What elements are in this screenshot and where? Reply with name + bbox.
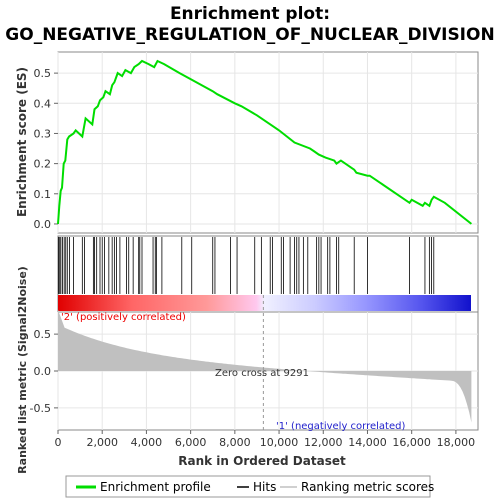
negative-correlation-label: '1' (negatively correlated) (276, 421, 405, 432)
x-tick-label: 14,000 (348, 436, 387, 449)
chart-title-line1: Enrichment plot: (170, 4, 330, 24)
es-tick-label: 0.5 (34, 67, 52, 80)
es-tick-label: 0.3 (34, 127, 52, 140)
metric-y-ticks: 0.5 0.0 -0.5 (30, 328, 58, 415)
positive-correlation-label: '2' (positively correlated) (61, 312, 186, 323)
es-tick-label: 0.2 (34, 158, 52, 171)
x-tick-label: 2,000 (86, 436, 118, 449)
es-y-axis-label: Enrichment score (ES) (15, 67, 29, 217)
legend: Enrichment profile Hits Ranking metric s… (65, 475, 434, 498)
es-y-ticks: 0.0 0.1 0.2 0.3 0.4 0.5 (34, 67, 58, 231)
metric-tick-label: -0.5 (30, 402, 51, 415)
x-tick-label: 18,000 (437, 436, 476, 449)
x-tick-label: 8,000 (219, 436, 251, 449)
ranked-list-color-bar (58, 295, 471, 311)
es-gridlines (57, 52, 478, 233)
metric-tick-label: 0.0 (34, 365, 52, 378)
x-axis-label: Rank in Ordered Dataset (178, 454, 346, 468)
zero-cross-label: Zero cross at 9291 (215, 368, 309, 379)
legend-hits-label: Hits (253, 480, 276, 494)
es-tick-label: 0.1 (34, 188, 52, 201)
metric-tick-label: 0.5 (34, 328, 52, 341)
ranking-metric-area (58, 309, 472, 423)
x-tick-label: 10,000 (260, 436, 299, 449)
x-tick-label: 0 (55, 436, 62, 449)
metric-y-axis-label: Ranked list metric (Signal2Noise) (16, 266, 29, 474)
es-tick-label: 0.0 (34, 218, 52, 231)
hit-markers (58, 237, 435, 294)
es-tick-label: 0.4 (34, 97, 52, 110)
x-tick-label: 4,000 (131, 436, 163, 449)
x-tick-label: 16,000 (392, 436, 431, 449)
legend-enrichment-label: Enrichment profile (100, 480, 211, 494)
x-tick-label: 12,000 (304, 436, 343, 449)
x-tick-label: 6,000 (175, 436, 207, 449)
legend-metric-label: Ranking metric scores (301, 480, 434, 494)
x-axis-ticks: 0 2,000 4,000 6,000 8,000 10,000 12,000 14,000 1… (55, 430, 476, 449)
chart-title-line2: GO_NEGATIVE_REGULATION_OF_NUCLEAR_DIVISI… (5, 25, 494, 45)
enrichment-profile-line (57, 59, 473, 225)
es-panel (57, 51, 479, 234)
